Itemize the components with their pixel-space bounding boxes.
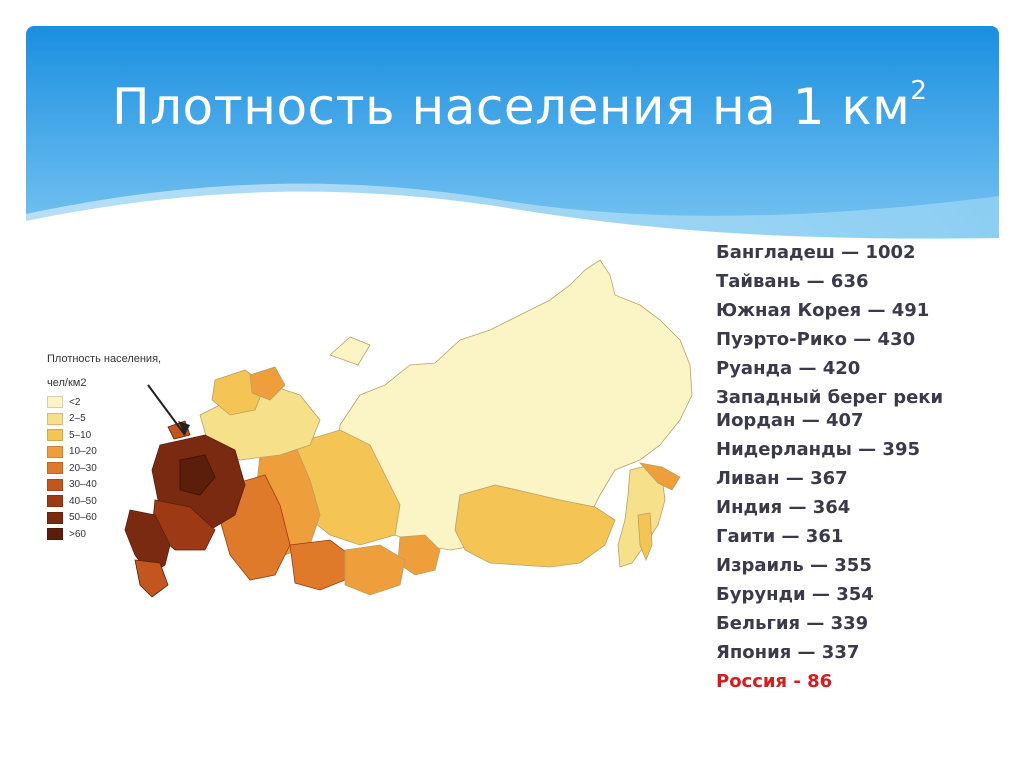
legend-label: 2–5: [69, 413, 86, 425]
legend-swatch: [47, 511, 63, 524]
title-banner: [26, 26, 999, 246]
legend-swatch: [47, 495, 63, 508]
country-list-item: Бангладеш — 1002: [716, 242, 916, 263]
legend-label: <2: [69, 396, 81, 408]
legend-title: Плотность населения, чел/км2: [47, 352, 197, 390]
legend-item: 40–50: [47, 493, 197, 510]
legend-item: 10–20: [47, 444, 197, 461]
legend-swatch: [47, 396, 63, 409]
legend-title-line1: Плотность населения,: [47, 353, 162, 365]
map-pointer-arrow: [147, 384, 186, 436]
legend-title-line2: чел/км2: [47, 377, 87, 389]
map-region-caucasus: [134, 559, 169, 598]
legend-item: 5–10: [47, 427, 197, 444]
country-list-item: Западный берег реки Иордан — 407: [716, 387, 944, 431]
map-pointer-arrowhead: [178, 421, 190, 435]
legend-swatch: [47, 528, 63, 541]
legend-swatch: [47, 462, 63, 475]
country-list-item: Руанда — 420: [716, 358, 861, 379]
country-list-item: Южная Корея — 491: [716, 300, 930, 321]
page-title: Плотность населения на 1 км2: [112, 76, 928, 136]
legend-item: 20–30: [47, 460, 197, 477]
country-list-item: Пуэрто-Рико — 430: [716, 329, 916, 350]
legend-swatch: [47, 412, 63, 425]
legend-item: 30–40: [47, 477, 197, 494]
legend-items: <2 2–5 5–10 10–20 20–30 30–40 40–50 50–60 >60: [47, 394, 197, 543]
legend-item: >60: [47, 526, 197, 543]
map-region-south-urals: [289, 539, 351, 591]
map-region-kazakh-border: [344, 544, 406, 596]
country-list-item: Гаити — 361: [716, 526, 844, 547]
map-region-kola: [249, 366, 286, 401]
map-region-north-east: [334, 259, 693, 556]
russia-population-density-map: [40, 245, 710, 615]
legend-label: 40–50: [69, 495, 97, 507]
country-list-item: Япония — 337: [716, 642, 860, 663]
country-list-item: Бурунди — 354: [716, 584, 874, 605]
country-list-item: Бельгия — 339: [716, 613, 869, 634]
map-region-moscow: [179, 454, 216, 496]
country-list-item: Нидерланды — 395: [716, 439, 920, 460]
legend-label: 5–10: [69, 429, 92, 441]
legend-item: 50–60: [47, 510, 197, 527]
legend-label: 50–60: [69, 512, 97, 524]
legend-label: >60: [69, 528, 86, 540]
legend-swatch: [47, 478, 63, 491]
legend-label: 30–40: [69, 479, 97, 491]
map-region-south-siberia: [454, 484, 616, 568]
legend-label: 10–20: [69, 446, 97, 458]
legend-item: 2–5: [47, 411, 197, 428]
legend-swatch: [47, 429, 63, 442]
legend-item: <2: [47, 394, 197, 411]
map-graphic: [124, 259, 693, 598]
country-list-item: Израиль — 355: [716, 555, 872, 576]
map-legend: Плотность населения, чел/км2 <2 2–5 5–10 10…: [47, 352, 197, 543]
map-region-kamchatka: [638, 462, 681, 491]
country-list-item: Тайвань — 636: [716, 271, 869, 292]
country-list-item: Ливан — 367: [716, 468, 848, 489]
country-list-item: Россия - 86: [716, 671, 833, 692]
legend-swatch: [47, 445, 63, 458]
map-region-sakhalin: [637, 512, 653, 562]
country-list-item: Индия — 364: [716, 497, 851, 518]
country-density-list: Бангладеш — 1002 Тайвань — 636 Южная Корея…: [716, 238, 1006, 696]
map-region-arctic-islands: [329, 336, 371, 366]
legend-label: 20–30: [69, 462, 97, 474]
banner-background: [26, 26, 999, 246]
